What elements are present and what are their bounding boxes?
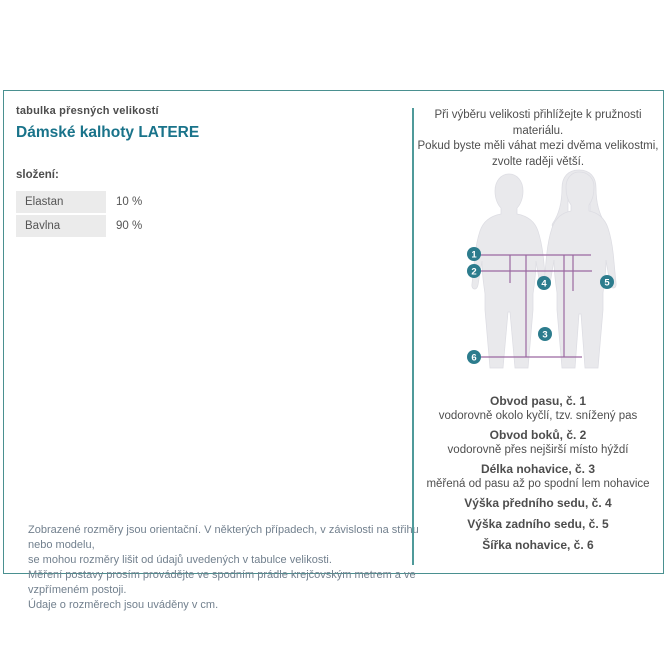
marker-circle: [467, 247, 481, 261]
advice-line: Pokud byste měli váhat mezi dvěma veliko…: [417, 140, 659, 152]
disclaimer-note: Zobrazené rozměry jsou orientační. V něk…: [28, 523, 423, 613]
material-name-cell: Elastan: [16, 191, 106, 213]
measurement-title: Výška předního sedu, č. 4: [464, 496, 612, 510]
right-column: Při výběru velikosti přihlížejte k pružn…: [410, 91, 666, 170]
measure-marker-5: 5: [600, 275, 614, 289]
sizing-advice-text: Při výběru velikosti přihlížejte k pružn…: [410, 108, 666, 170]
marker-number: 3: [542, 330, 547, 341]
measure-marker-4: 4: [537, 276, 551, 290]
measurement-title: Délka nohavice, č. 3: [480, 462, 596, 476]
advice-line: zvolte raději větší.: [491, 155, 585, 168]
composition-row: Elastan 10 %: [16, 191, 406, 213]
measurement-item: Délka nohavice, č. 3 měřená od pasu až p…: [410, 462, 666, 492]
disclaimer-line: Měření postavy prosím provádějte ve spod…: [28, 569, 416, 596]
composition-table: Elastan 10 % Bavlna 90 %: [16, 191, 406, 237]
marker-number: 1: [471, 250, 477, 261]
marker-circle: [538, 327, 552, 341]
column-divider: [412, 108, 414, 565]
measurement-desc: vodorovně přes nejširší místo hýždí: [447, 444, 629, 456]
disclaimer-line: Zobrazené rozměry jsou orientační. V něk…: [28, 524, 419, 551]
disclaimer-line: Údaje o rozměrech jsou uváděny v cm.: [28, 599, 219, 611]
measurement-diagram: 1 2 4 5 3 6: [467, 169, 617, 369]
measurement-item: Výška zadního sedu, č. 5: [410, 517, 666, 532]
composition-row: Bavlna 90 %: [16, 215, 406, 237]
marker-number: 2: [471, 267, 476, 278]
measure-marker-2: 2: [467, 264, 481, 278]
left-column: tabulka přesných velikostí Dámské kalhot…: [16, 105, 419, 611]
measurement-title: Šířka nohavice, č. 6: [482, 538, 594, 552]
product-title: Dámské kalhoty LATERE: [16, 124, 200, 141]
disclaimer-line: se mohou rozměry lišit od údajů uvedenýc…: [28, 554, 332, 566]
measurement-definitions: Obvod pasu, č. 1 vodorovně okolo kyčlí, …: [410, 394, 666, 559]
measure-marker-6: 6: [467, 350, 481, 364]
measurement-desc: měřená od pasu až po spodní lem nohavice: [426, 478, 650, 490]
measurement-title: Obvod boků, č. 2: [489, 428, 587, 442]
composition-label: složení:: [16, 169, 59, 181]
table-header-label: tabulka přesných velikostí: [16, 105, 159, 117]
marker-circle: [537, 276, 551, 290]
measurement-item: Obvod pasu, č. 1 vodorovně okolo kyčlí, …: [410, 394, 666, 424]
measurement-item: Obvod boků, č. 2 vodorovně přes nejširší…: [410, 428, 666, 458]
measure-marker-1: 1: [467, 247, 481, 261]
measurement-item: Šířka nohavice, č. 6: [410, 538, 666, 553]
measurement-title: Výška zadního sedu, č. 5: [467, 517, 609, 531]
measurement-title: Obvod pasu, č. 1: [489, 394, 587, 408]
measurement-item: Výška předního sedu, č. 4: [410, 496, 666, 511]
measurement-desc: vodorovně okolo kyčlí, tzv. snížený pas: [438, 410, 638, 422]
size-guide-panel: tabulka přesných velikostí Dámské kalhot…: [3, 90, 666, 611]
marker-number: 6: [471, 353, 476, 364]
marker-circle: [467, 264, 481, 278]
marker-circle: [467, 350, 481, 364]
body-silhouette-back: [543, 171, 617, 369]
material-name-cell: Bavlna: [16, 215, 106, 237]
marker-number: 4: [541, 279, 547, 290]
advice-line: Při výběru velikosti přihlížejte k pružn…: [434, 109, 642, 137]
marker-number: 5: [604, 278, 610, 289]
measure-marker-3: 3: [538, 327, 552, 341]
material-percent-cell: 10 %: [116, 196, 143, 208]
material-percent-cell: 90 %: [116, 220, 143, 232]
marker-circle: [600, 275, 614, 289]
